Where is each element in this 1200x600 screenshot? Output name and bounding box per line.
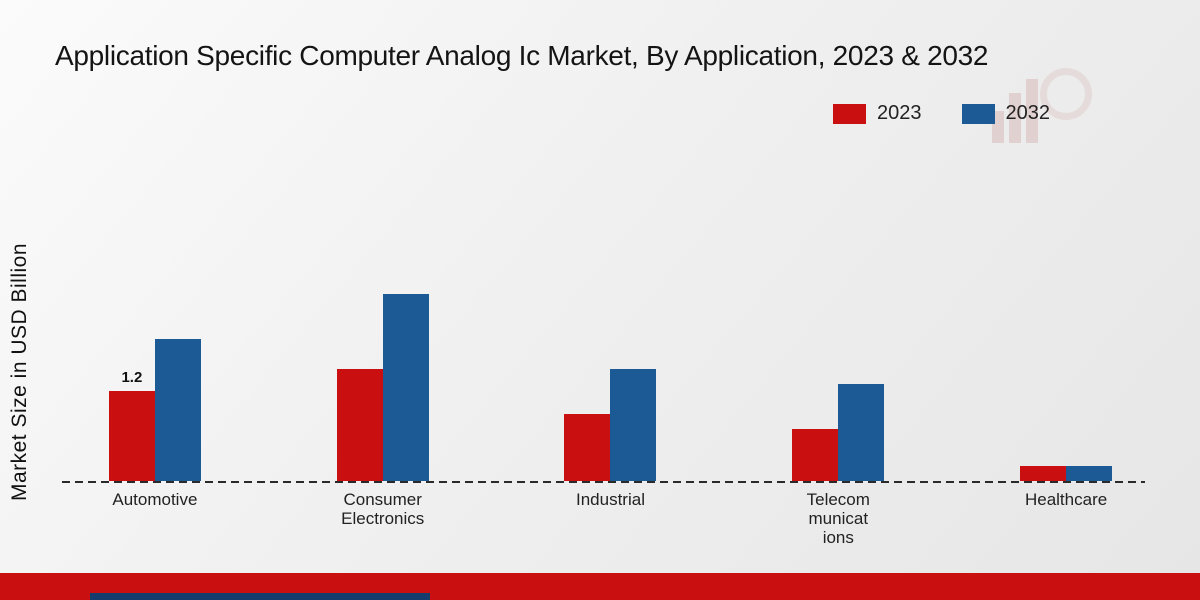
bar-2023 (792, 428, 839, 481)
bar-2023 (1020, 466, 1067, 481)
y-axis-label: Market Size in USD Billion (8, 242, 31, 502)
legend-item-2023: 2023 (833, 102, 922, 125)
watermark-bar-icon (1026, 79, 1038, 143)
x-axis-baseline (62, 481, 1145, 483)
chart-title: Application Specific Computer Analog Ic … (55, 40, 989, 71)
legend-item-2032: 2032 (961, 102, 1051, 125)
bar-group (952, 266, 1180, 481)
bar-group: 1.2 (41, 266, 269, 481)
bar-2023 (108, 391, 155, 481)
category-label: Industrial (576, 490, 645, 509)
bar-value-label: 1.2 (121, 369, 143, 386)
bar-2032 (610, 368, 657, 481)
category-axis: Automotive Consumer Electronics Industrial T… (41, 490, 1180, 547)
bar-2032 (382, 293, 429, 481)
bar-group (724, 266, 952, 481)
bar-group (497, 266, 725, 481)
bar-2023 (336, 368, 383, 481)
category-label: Automotive (112, 490, 198, 509)
plot-area: 1.2 (41, 266, 1180, 481)
legend-label-2023: 2023 (877, 102, 922, 124)
legend-swatch-2032-icon (961, 103, 995, 124)
category-label: Telecom municat ions (806, 490, 870, 547)
bar-2032 (1066, 466, 1113, 481)
bar-2023 (564, 413, 611, 481)
bar-group (269, 266, 497, 481)
watermark-bar-icon (992, 111, 1004, 143)
bar-2032 (154, 338, 201, 481)
legend-swatch-2023-icon (833, 103, 866, 124)
bar-2032 (838, 383, 885, 481)
category-label: Consumer Electronics (341, 490, 425, 528)
category-label: Healthcare (1024, 490, 1108, 509)
watermark-circle-icon (1040, 68, 1092, 120)
legend: 2023 2032 (833, 102, 1050, 125)
legend-label-2032: 2032 (1005, 102, 1051, 124)
watermark-bar-icon (1009, 93, 1021, 143)
footer-accent (90, 593, 430, 600)
watermark-logo (992, 68, 1092, 143)
